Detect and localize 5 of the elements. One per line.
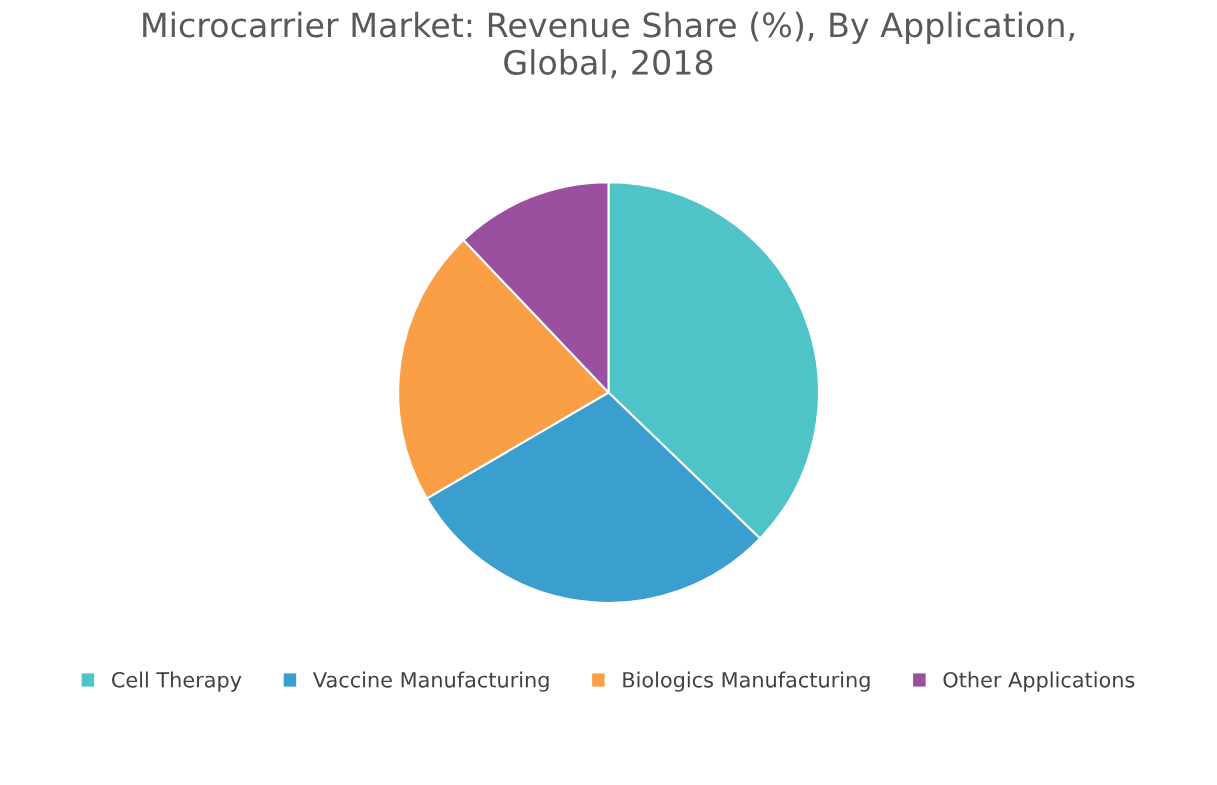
chart-title: Microcarrier Market: Revenue Share (%), By Application, Global, 2018 — [143, 11, 1074, 79]
legend-label: Other Applications — [943, 671, 1135, 692]
legend-label: Biologics Manufacturing — [623, 671, 870, 692]
legend-label: Vaccine Manufacturing — [313, 671, 549, 692]
legend-label: Cell Therapy — [112, 671, 242, 692]
